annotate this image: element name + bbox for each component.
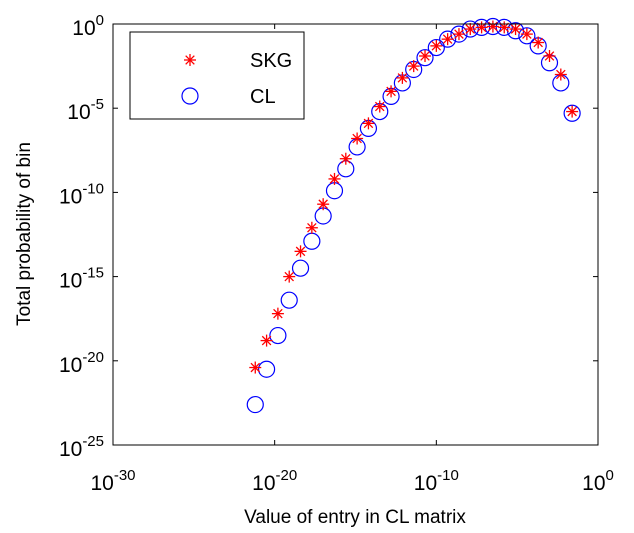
data-point-cl bbox=[416, 49, 434, 67]
data-point-skg bbox=[509, 23, 522, 36]
data-point-skg bbox=[283, 270, 296, 283]
data-point-skg bbox=[498, 21, 511, 34]
data-point-skg bbox=[362, 117, 375, 130]
data-point-cl bbox=[495, 18, 513, 36]
data-point-skg bbox=[271, 307, 284, 320]
legend: SKG CL bbox=[129, 31, 305, 120]
legend-label-skg: SKG bbox=[250, 50, 292, 72]
x-tick-labels: 10-30 10-20 10-10 100 bbox=[90, 467, 613, 495]
data-point-skg bbox=[486, 20, 499, 33]
y-tick-label: 10-20 bbox=[59, 349, 104, 377]
y-tick-label: 10-15 bbox=[59, 265, 104, 293]
plot-frame bbox=[112, 23, 599, 446]
data-point-skg bbox=[317, 198, 330, 211]
data-point-cl bbox=[563, 104, 581, 122]
data-point-skg bbox=[441, 33, 454, 46]
legend-asterisk-icon bbox=[184, 54, 196, 66]
x-axis-label: Value of entry in CL matrix bbox=[244, 507, 466, 528]
data-point-cl bbox=[427, 38, 445, 57]
data-point-skg bbox=[464, 23, 477, 36]
data-point-skg bbox=[520, 28, 533, 41]
data-point-skg bbox=[554, 68, 567, 81]
data-point-cl bbox=[461, 20, 479, 38]
data-point-skg bbox=[452, 28, 465, 41]
data-point-skg bbox=[543, 49, 556, 62]
y-tick-label: 10-25 bbox=[59, 433, 104, 461]
legend-marker-cl bbox=[181, 87, 199, 105]
x-tick-label: 10-30 bbox=[90, 467, 135, 495]
y-tick-label: 10-10 bbox=[59, 180, 104, 208]
data-point-cl bbox=[257, 360, 276, 378]
data-point-cl bbox=[518, 27, 536, 45]
data-point-skg bbox=[339, 152, 352, 165]
legend-circle-icon bbox=[181, 87, 199, 105]
legend-marker-skg bbox=[184, 54, 196, 66]
data-point-skg bbox=[385, 85, 398, 98]
y-tick-labels: 100 10-5 10-10 10-15 10-20 10-25 bbox=[59, 12, 104, 461]
data-point-cl bbox=[246, 395, 264, 414]
series-layer bbox=[246, 17, 581, 414]
data-point-skg bbox=[430, 39, 443, 52]
data-point-skg bbox=[407, 60, 420, 73]
data-point-skg bbox=[351, 132, 364, 145]
data-point-skg bbox=[249, 361, 262, 374]
data-point-skg bbox=[305, 221, 318, 234]
data-point-cl bbox=[439, 30, 457, 48]
data-point-skg bbox=[396, 71, 409, 84]
legend-label-cl: CL bbox=[250, 86, 276, 108]
data-point-skg bbox=[566, 105, 579, 118]
data-point-skg bbox=[419, 49, 432, 62]
data-point-skg bbox=[532, 36, 545, 49]
data-point-skg bbox=[260, 334, 273, 347]
y-tick-label: 10-5 bbox=[67, 96, 104, 124]
data-point-skg bbox=[475, 21, 488, 34]
data-point-skg bbox=[373, 100, 386, 113]
data-point-cl bbox=[269, 326, 287, 345]
data-point-cl bbox=[280, 291, 298, 309]
data-point-cl bbox=[484, 17, 502, 36]
y-tick-label: 100 bbox=[72, 12, 104, 40]
data-point-cl bbox=[450, 25, 468, 43]
x-tick-label: 10-10 bbox=[414, 467, 459, 495]
x-tick-label: 10-20 bbox=[252, 467, 297, 495]
legend-box bbox=[129, 31, 305, 120]
data-point-skg bbox=[328, 172, 341, 185]
data-point-cl bbox=[473, 18, 491, 36]
x-tick-label: 100 bbox=[582, 467, 614, 495]
data-point-skg bbox=[294, 245, 307, 258]
y-axis-label: Total probability of bin bbox=[14, 142, 35, 326]
data-point-cl bbox=[291, 259, 310, 277]
series-skg bbox=[249, 20, 579, 374]
